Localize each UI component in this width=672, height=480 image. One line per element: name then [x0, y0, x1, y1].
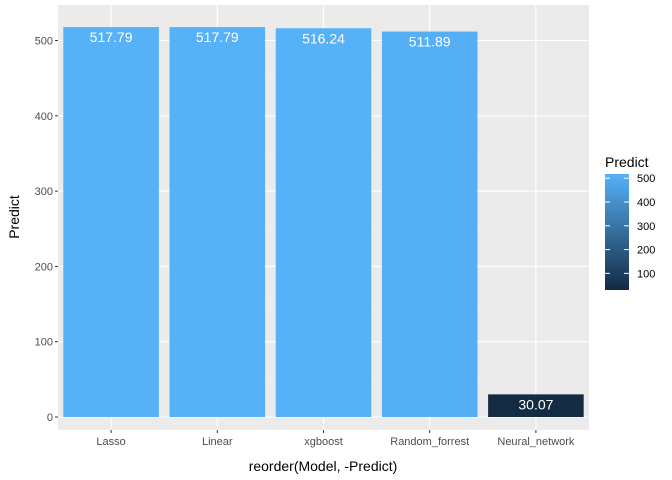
legend: Predict 100 200 300 400 500: [605, 154, 655, 290]
bar: [63, 27, 159, 418]
y-tick-label: 200: [35, 261, 53, 273]
legend-tick-label: 100: [637, 268, 655, 280]
x-tick-label: Lasso: [96, 436, 125, 448]
legend-tick-label: 200: [637, 245, 655, 257]
legend-title: Predict: [605, 154, 649, 170]
x-tick-label: Linear: [202, 436, 233, 448]
bar: [169, 27, 266, 418]
bar-value-label: 511.89: [409, 34, 451, 50]
y-tick-label: 500: [35, 36, 53, 48]
y-tick-label: 300: [35, 186, 53, 198]
bar-value-label: 517.79: [196, 29, 239, 45]
y-axis: 0 100 200 300 400 500: [35, 36, 58, 424]
x-tick-label: Random_forrest: [390, 436, 469, 448]
bar: [275, 28, 372, 418]
bar: [488, 394, 584, 417]
y-axis-title: Predict: [6, 195, 22, 239]
bar-value-label: 30.07: [518, 396, 553, 412]
legend-tick-label: 400: [637, 197, 655, 209]
bar-value-label: 516.24: [302, 30, 345, 46]
x-tick-label: xgboost: [304, 436, 343, 448]
x-tick-label: Neural_network: [497, 436, 575, 448]
y-tick-label: 0: [47, 412, 53, 424]
legend-tick-label: 300: [637, 221, 655, 233]
x-axis: Lasso Linear xgboost Random_forrest Neural_n…: [96, 430, 575, 448]
bar-value-label: 517.79: [90, 29, 133, 45]
y-tick-label: 400: [35, 111, 53, 123]
legend-tick-label: 500: [637, 173, 655, 185]
legend-ticks: 100 200 300 400 500: [605, 173, 655, 280]
bar: [381, 31, 478, 418]
legend-colorbar: [605, 174, 629, 290]
bars: 517.79 517.79 516.24 511.89 30.07: [63, 27, 584, 418]
x-axis-title: reorder(Model, -Predict): [249, 458, 398, 474]
y-tick-label: 100: [35, 337, 53, 349]
